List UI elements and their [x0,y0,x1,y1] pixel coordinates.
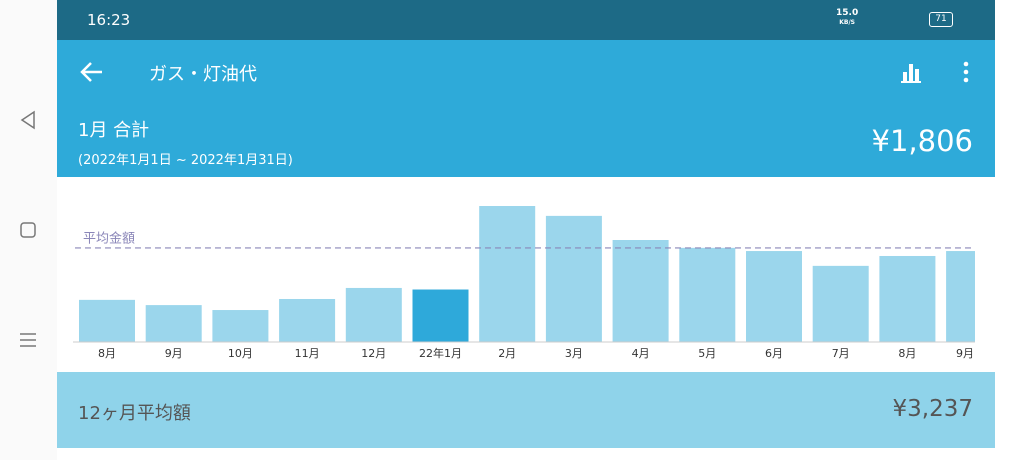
battery: 71 [929,12,953,27]
bar [412,289,469,342]
bar [746,251,802,342]
average-line-label: 平均金額 [83,230,135,246]
status-bar: 16:23 15.0 KB/S 71 [57,0,995,40]
summary-total: ¥1,806 [871,124,973,158]
x-tick-label: 11月 [295,347,320,360]
bar [145,305,202,342]
x-tick-label: 8月 [98,347,116,360]
back-button[interactable] [79,60,105,84]
x-tick-label: 8月 [898,347,916,360]
more-icon[interactable] [963,61,969,83]
bar [79,299,135,342]
bar [946,251,975,342]
summary-period: (2022年1月1日 ~ 2022年1月31日) [78,153,293,168]
x-tick-label: 2月 [498,347,516,360]
average-bar: 12ヶ月平均額 ¥3,237 [57,372,995,448]
bar [812,265,869,342]
chart-icon[interactable] [901,64,921,83]
chart: 8月 9月 10月 11月 12月 22年1月 2月 3月 4月 5月 6月 7月 8月 9月 平均金額 [73,206,975,360]
x-tick-label: 4月 [632,347,650,360]
x-tick-label: 6月 [765,347,783,360]
x-tick-label: 9月 [956,347,974,360]
x-tick-label: 12月 [361,347,386,360]
speed-unit: KB/S [839,19,855,26]
app-bar: ガス・灯油代 1月 合計 (2022年1月1日 ~ 2022年1月31日) ¥1… [57,40,995,177]
nav-home[interactable] [20,222,36,238]
summary-label: 1月 合計 [78,120,150,141]
bar [212,310,269,342]
average-label: 12ヶ月平均額 [78,403,191,424]
bar [279,298,336,342]
bar [545,215,602,342]
chart-area: 8月 9月 10月 11月 12月 22年1月 2月 3月 4月 5月 6月 7月 8月 9月 平均金額 [57,177,995,372]
bar [612,240,669,342]
net-speed: 15.0 KB/S [836,9,858,27]
bar [679,247,736,342]
screen-title: ガス・灯油代 [149,64,257,85]
bar [879,255,936,342]
x-tick-label: 22年1月 [419,346,462,360]
x-tick-label: 3月 [565,347,583,360]
average-amount: ¥3,237 [892,396,973,422]
nav-bar [0,0,57,460]
nav-icons [20,110,36,347]
nav-menu[interactable] [20,333,36,347]
bar [345,287,402,342]
x-tick-label: 7月 [832,347,850,360]
x-tick-label: 10月 [228,347,253,360]
toolbar-icons [901,61,969,83]
bar [479,206,536,342]
status-time: 16:23 [87,11,131,29]
x-tick-label: 5月 [698,347,716,360]
nav-back[interactable] [20,110,35,130]
speed-value: 15.0 [836,8,859,18]
x-tick-label: 9月 [165,347,183,360]
